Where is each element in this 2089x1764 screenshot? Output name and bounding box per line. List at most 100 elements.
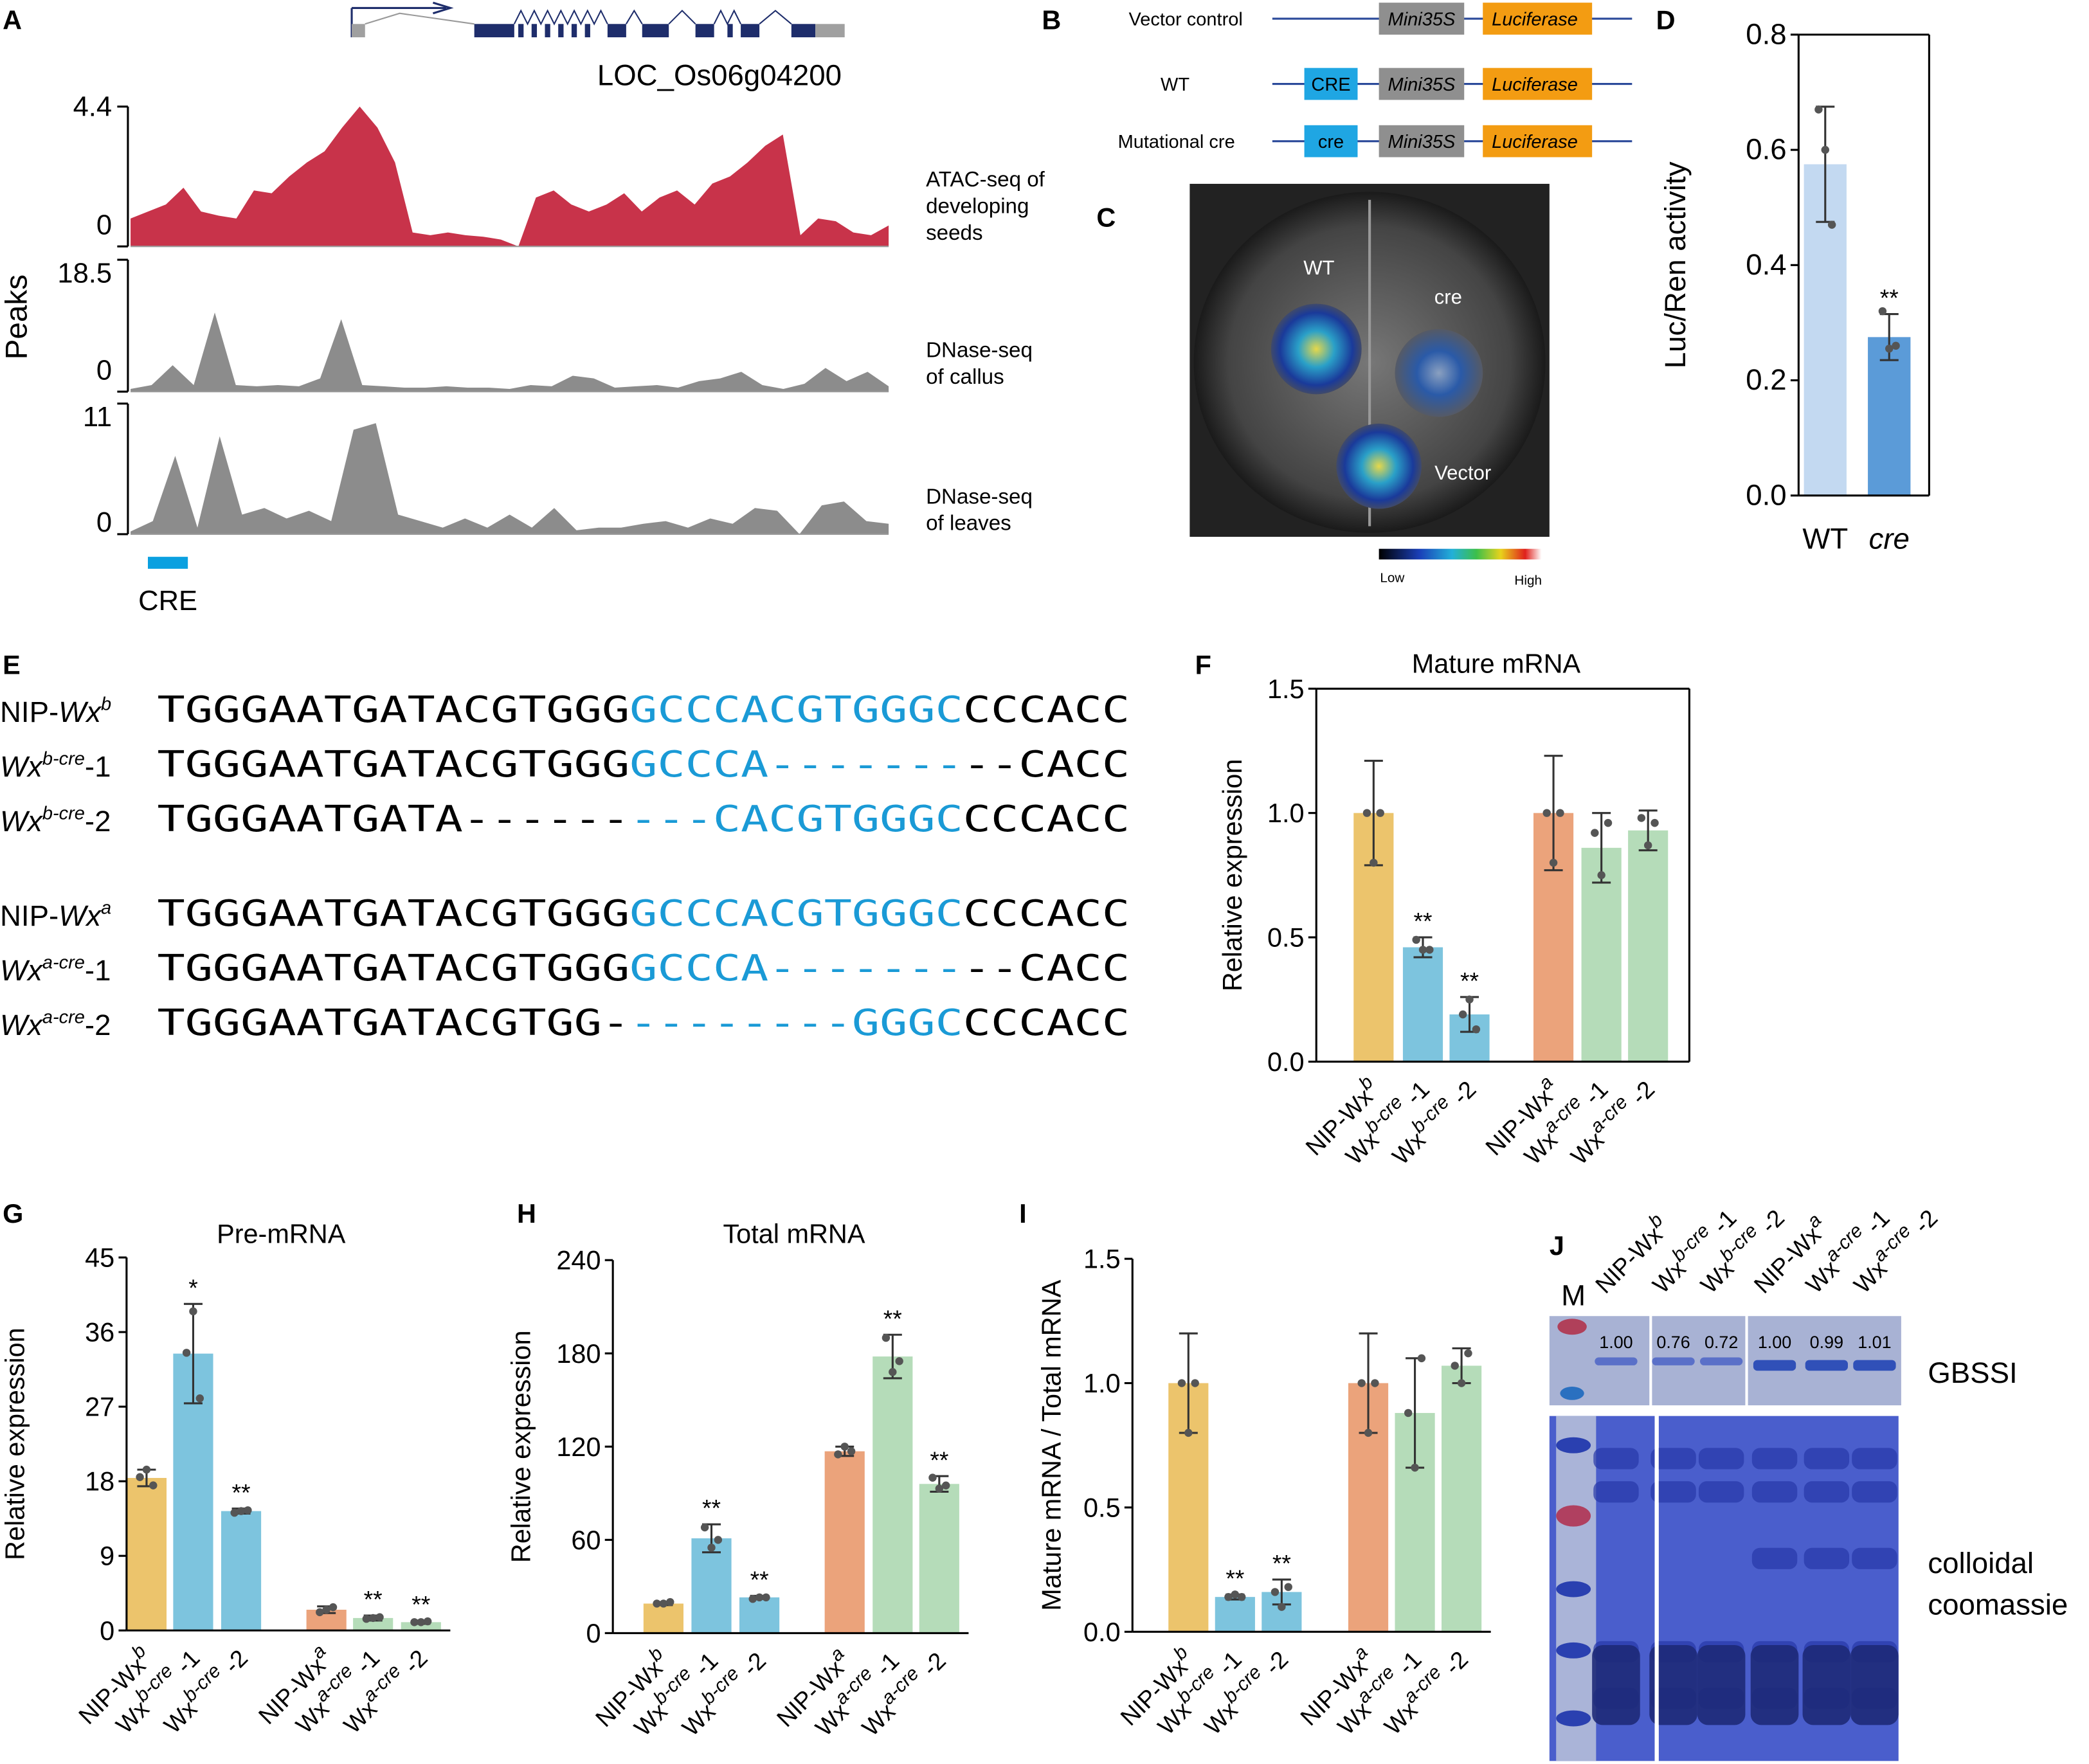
track-name-line2: of leaves <box>926 512 1011 536</box>
panel-label-i: I <box>1019 1198 1027 1228</box>
band-quantity: 1.00 <box>1599 1333 1632 1352</box>
data-point <box>762 1593 770 1602</box>
sequence-left: TGGGAATGATACGTGG- <box>158 1002 630 1044</box>
genotype-label: Wxb-cre-2 <box>0 803 111 838</box>
y-axis-label: Relative expression <box>506 1330 536 1563</box>
data-point <box>1650 818 1659 827</box>
significance-mark: ** <box>364 1586 383 1613</box>
genotype-label: NIP-Wxb <box>0 694 111 728</box>
sequence-cre-region: ---CACGTGGGC <box>629 798 963 840</box>
promoter-label: Mini35S <box>1388 9 1456 30</box>
genotype-allele: b-cre <box>42 748 85 769</box>
significance-mark: ** <box>1460 967 1479 994</box>
data-point <box>230 1508 239 1517</box>
genotype-label: Wxa-cre-1 <box>0 952 111 987</box>
data-point <box>1425 946 1434 954</box>
track-max-label: 11 <box>83 402 112 433</box>
data-point <box>1231 1590 1240 1599</box>
genotype-allele: a <box>101 897 111 918</box>
genotype-suffix: -1 <box>85 750 111 783</box>
panel-label-f: F <box>1195 649 1211 680</box>
genotype-gene: Wx <box>59 696 102 728</box>
y-tick-label: 0 <box>100 1616 114 1646</box>
gel-band <box>1852 1448 1897 1470</box>
bar <box>824 1451 865 1634</box>
genotype-allele: a-cre <box>42 952 85 973</box>
gel-band <box>1852 1547 1897 1569</box>
y-axis-label: Relative expression <box>0 1328 30 1560</box>
gel-band <box>1751 1448 1798 1470</box>
data-point <box>1177 1379 1186 1387</box>
construct-diagram: Vector control Mini35S Luciferase WT CRE Mini… <box>1118 3 1632 158</box>
track-signal-2 <box>131 423 889 534</box>
track-max-label: 18.5 <box>57 258 112 289</box>
data-point <box>1885 345 1894 353</box>
data-point <box>149 1481 158 1490</box>
bar <box>691 1538 732 1634</box>
wt-infiltration-spot <box>1271 303 1362 395</box>
x-tick-label: cre <box>1869 523 1910 555</box>
data-point <box>1451 1362 1459 1370</box>
y-tick-label: 9 <box>100 1541 114 1571</box>
reporter-label: Luciferase <box>1492 9 1578 30</box>
panel-label-c: C <box>1096 202 1116 232</box>
genotype-gene: Wx <box>59 899 102 932</box>
gbssi-band <box>1595 1357 1638 1365</box>
y-tick-label: 1.0 <box>1083 1368 1121 1398</box>
chart-title: Pre-mRNA <box>217 1218 346 1248</box>
data-point <box>1472 1025 1481 1034</box>
reporter-label: Luciferase <box>1492 132 1578 152</box>
gel-band-large <box>1649 1645 1697 1725</box>
reporter-box <box>1483 68 1593 100</box>
x-tick-label: Wxa-cre -2 <box>1375 1642 1474 1740</box>
sequence-right: --CACC <box>963 744 1130 786</box>
x-tick-label: Wxa-cre -2 <box>853 1643 951 1742</box>
y-tick-label: 1.0 <box>1267 798 1305 828</box>
data-point <box>714 1536 723 1544</box>
data-point <box>237 1507 246 1515</box>
data-point <box>1191 1379 1199 1387</box>
y-tick-label: 45 <box>85 1243 114 1273</box>
x-tick-label: Wxa-cre -2 <box>1562 1072 1660 1170</box>
data-point <box>847 1447 856 1455</box>
panel-label-a: A <box>3 5 22 35</box>
chart-title: Mature mRNA <box>1412 648 1581 678</box>
track-name-line1: ATAC-seq of <box>926 168 1045 192</box>
x-tick-label: WT <box>1802 523 1848 555</box>
data-point <box>1224 1592 1233 1601</box>
significance-mark: ** <box>750 1566 769 1593</box>
significance-mark: ** <box>1272 1550 1291 1577</box>
x-tick-label: Wxa-cre -2 <box>334 1641 433 1739</box>
promoter-label: Mini35S <box>1388 75 1456 95</box>
band-quantity: 0.72 <box>1705 1333 1738 1352</box>
data-point <box>1362 809 1371 817</box>
y-tick-label: 27 <box>85 1392 114 1422</box>
data-point <box>1364 1428 1373 1437</box>
panel-label-b: B <box>1042 5 1061 35</box>
data-point <box>834 1450 842 1459</box>
sequence-left: TGGGAATGATACGTGGG <box>158 893 630 935</box>
genotype-allele: b <box>101 694 111 714</box>
data-point <box>1417 1354 1426 1363</box>
data-point <box>244 1506 252 1515</box>
leaf-label-cre: cre <box>1434 285 1462 308</box>
luciferase-image <box>1189 183 1550 537</box>
genotype-prefix: NIP- <box>0 696 59 728</box>
data-point <box>1376 809 1384 817</box>
data-point <box>653 1599 661 1608</box>
gel-band <box>1751 1481 1798 1503</box>
data-point <box>666 1598 674 1607</box>
genotype-suffix: -2 <box>85 805 111 838</box>
gbssi-band <box>1753 1360 1796 1371</box>
significance-mark: ** <box>232 1479 251 1506</box>
data-point <box>1637 814 1646 822</box>
data-point <box>1412 935 1420 944</box>
data-point <box>1284 1583 1292 1591</box>
sequence-row: TGGGAATGATACGTGGG GCCCA------- --CACC <box>158 948 1130 989</box>
bar <box>739 1597 780 1634</box>
y-tick-label: 120 <box>556 1432 601 1462</box>
cre-element-box <box>1304 125 1358 158</box>
data-point <box>1271 1588 1280 1596</box>
data-point <box>1643 841 1652 850</box>
